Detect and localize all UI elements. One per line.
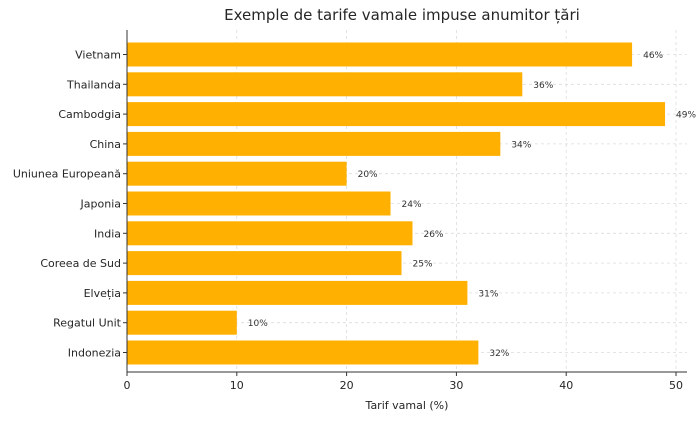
data-label: 10% [248, 319, 268, 329]
y-tick-label: Indonezia [68, 347, 121, 360]
x-axis-label: Tarif vamal (%) [365, 399, 449, 412]
y-tick-label: China [90, 138, 121, 151]
bar-8 [127, 280, 468, 305]
chart-title: Exemple de tarife vamale impuse anumitor… [224, 6, 580, 24]
y-tick-label: Uniunea Europeană [13, 168, 121, 181]
bar-6 [127, 221, 413, 246]
data-label: 20% [358, 170, 378, 180]
data-label: 31% [478, 289, 498, 299]
x-axis-tick-labels: 0 10 20 30 40 50 [124, 372, 683, 392]
data-label: 26% [423, 230, 443, 240]
x-tick-label: 30 [449, 379, 463, 392]
x-tick-label: 40 [559, 379, 573, 392]
bars [127, 42, 666, 365]
data-labels: 46% 36% 49% 34% 20% 24% 26% 25% 31% 10% 32% [248, 51, 697, 359]
bar-4 [127, 161, 347, 186]
x-tick-label: 0 [124, 379, 131, 392]
bar-10 [127, 340, 479, 365]
data-label: 34% [511, 140, 531, 150]
bar-3 [127, 131, 501, 156]
bar-9 [127, 310, 237, 335]
data-label: 24% [402, 200, 422, 210]
data-label: 25% [413, 260, 433, 270]
data-label: 46% [643, 51, 663, 61]
bar-5 [127, 191, 391, 216]
y-tick-label: Cambodgia [58, 108, 121, 121]
bar-1 [127, 72, 523, 97]
bar-7 [127, 251, 402, 276]
y-axis-tick-labels: Vietnam Thailanda Cambodgia China Uniunea Eu… [13, 49, 127, 360]
y-tick-label: Japonia [80, 198, 121, 211]
bar-0 [127, 42, 633, 67]
y-tick-label: Thailanda [66, 78, 121, 91]
y-tick-label: Coreea de Sud [40, 257, 121, 270]
y-tick-label: Elveția [84, 287, 121, 300]
y-tick-label: India [94, 227, 121, 240]
y-tick-label: Regatul Unit [53, 317, 122, 330]
data-label: 32% [489, 349, 509, 359]
data-label: 36% [533, 81, 553, 91]
x-tick-label: 10 [230, 379, 244, 392]
data-label: 49% [676, 111, 696, 121]
x-tick-label: 50 [669, 379, 683, 392]
y-tick-label: Vietnam [75, 49, 121, 62]
x-tick-label: 20 [340, 379, 354, 392]
bar-2 [127, 102, 666, 127]
